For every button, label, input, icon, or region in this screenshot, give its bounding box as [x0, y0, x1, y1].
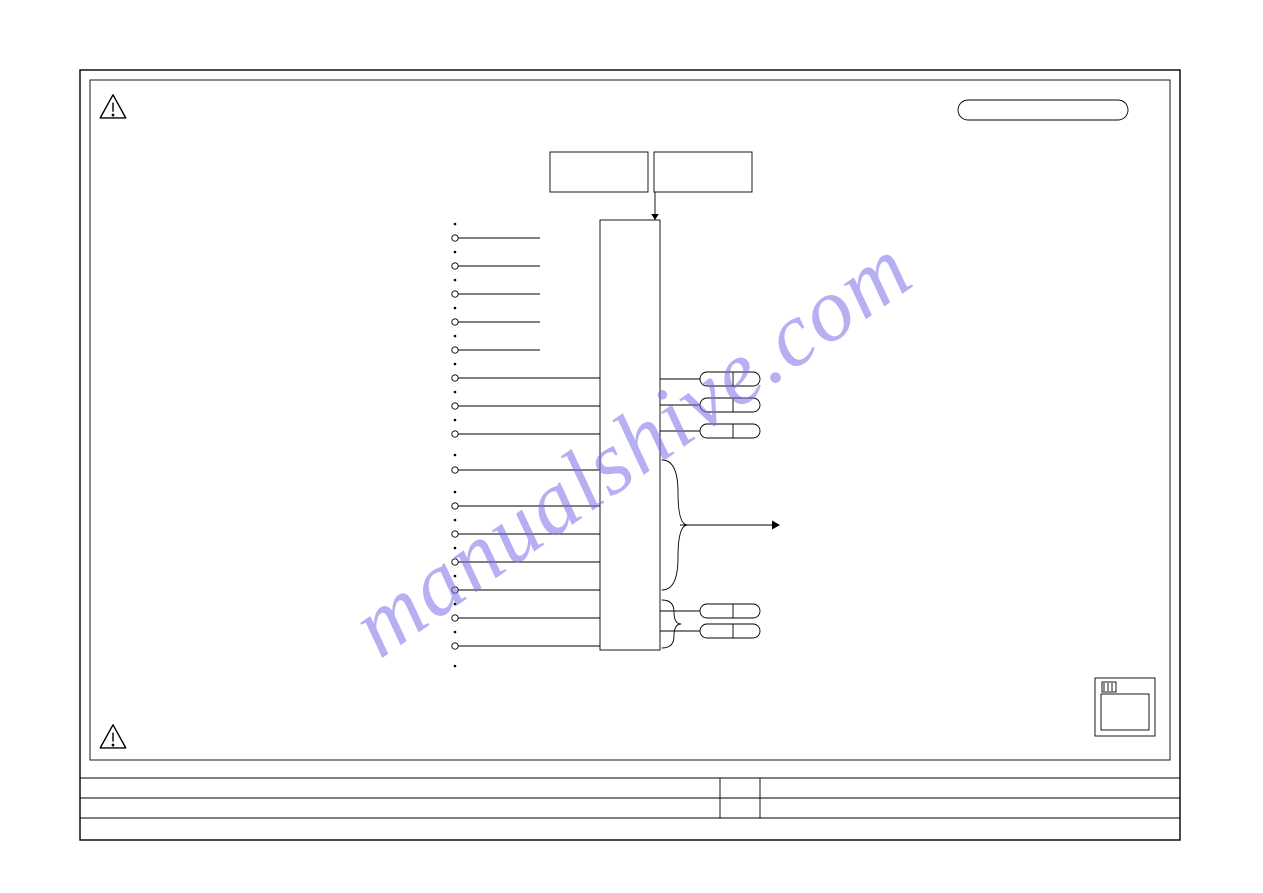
diagram-svg — [0, 0, 1263, 893]
ic-icon — [1095, 678, 1155, 736]
warning-icon — [100, 95, 126, 118]
warning-icon — [100, 725, 126, 748]
label-pill — [958, 100, 1128, 120]
diagram-stage: manualshive.com — [0, 0, 1263, 893]
